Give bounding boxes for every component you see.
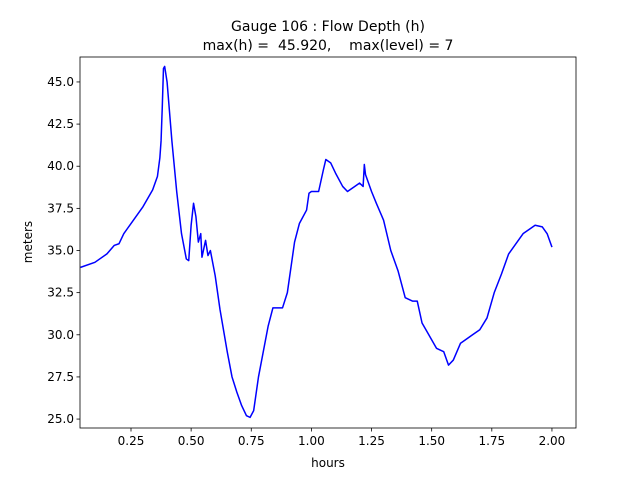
y-tick-label: 30.0 bbox=[47, 328, 74, 342]
x-tick-label: 1.75 bbox=[478, 434, 505, 448]
x-axis-label: hours bbox=[311, 456, 345, 470]
x-tick-label: 0.50 bbox=[178, 434, 205, 448]
x-tick-label: 1.00 bbox=[298, 434, 325, 448]
y-tick-label: 35.0 bbox=[47, 244, 74, 258]
y-tick-label: 32.5 bbox=[47, 286, 74, 300]
x-tick-label: 2.00 bbox=[539, 434, 566, 448]
chart-title: Gauge 106 : Flow Depth (h) bbox=[231, 19, 425, 35]
y-tick-label: 37.5 bbox=[47, 201, 74, 215]
flow-line bbox=[80, 65, 553, 419]
x-tick-label: 0.25 bbox=[118, 434, 145, 448]
plot-frame bbox=[79, 56, 577, 429]
y-tick-label: 42.5 bbox=[47, 117, 74, 131]
y-tick-label: 40.0 bbox=[47, 159, 74, 173]
x-tick-label: 1.25 bbox=[358, 434, 385, 448]
y-tick-label: 45.0 bbox=[47, 75, 74, 89]
chart-subtitle: max(h) = 45.920, max(level) = 7 bbox=[203, 38, 454, 54]
y-tick-label: 25.0 bbox=[47, 412, 74, 426]
y-axis-label: meters bbox=[21, 221, 35, 263]
y-tick-label: 27.5 bbox=[47, 370, 74, 384]
x-tick-label: 1.50 bbox=[418, 434, 445, 448]
x-tick-label: 0.75 bbox=[238, 434, 265, 448]
